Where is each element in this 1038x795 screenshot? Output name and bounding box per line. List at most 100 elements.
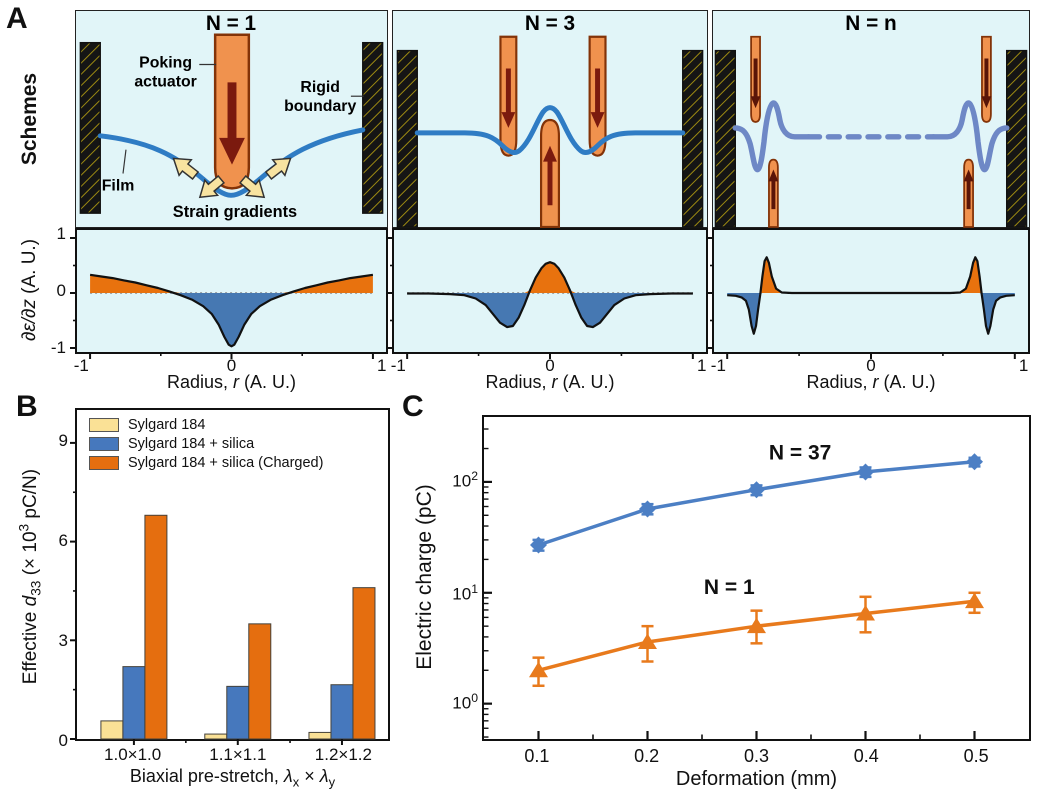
b-ytick-0: 0	[58, 731, 68, 750]
poking-label-1: Poking	[139, 54, 192, 71]
a-ytick-1: 1	[56, 224, 66, 243]
actuator-force-down-arrow	[219, 82, 245, 165]
c-xtick-labels: 0.1 0.2 0.3 0.4 0.5	[482, 746, 1031, 766]
diamond-marker	[530, 536, 547, 554]
strain-arrow-down-right	[238, 174, 266, 199]
strain-plot-nn-svg	[707, 237, 1016, 359]
series-annotation: N = 1	[704, 576, 755, 599]
panel-c-letter: C	[402, 390, 424, 423]
rigid-boundary-left	[79, 41, 101, 214]
strain-arrow-up-right	[264, 157, 292, 181]
rigid-boundary-right	[362, 41, 384, 214]
bar-sylgard-184-silica-charged-	[352, 587, 376, 740]
b-x-axis-title: Biaxial pre-stretch, λx × λy	[129, 766, 336, 790]
scheme-n3-title: N = 3	[525, 12, 575, 35]
bar-chart-box: Sylgard 184 Sylgard 184 + silica Sylgard…	[70, 408, 390, 745]
bar-sylgard-184-silica-charged-	[248, 623, 272, 740]
negative-strain-area	[407, 293, 693, 328]
c-xtick-2: 0.2	[634, 746, 660, 766]
xtick: -1	[710, 356, 726, 375]
xtick: 1	[696, 356, 707, 375]
negative-strain-area	[727, 293, 1015, 334]
legend-label-charged: Sylgard 184 + silica (Charged)	[128, 454, 324, 471]
b-ytick-9: 9	[58, 431, 68, 450]
c-ytick-10: 101	[452, 582, 478, 604]
up-arrow-center	[543, 145, 557, 206]
scheme-n3: N = 3	[392, 10, 708, 229]
xtick: 0	[545, 356, 555, 375]
down-arrow-right	[981, 58, 992, 109]
negative-strain-area	[90, 293, 373, 347]
bar-sylgard-184	[308, 731, 332, 740]
film-label: Film	[102, 177, 135, 194]
scheme-nn-title: N = n	[845, 12, 896, 35]
strain-curve	[89, 273, 374, 348]
c-xtick-5: 0.5	[963, 746, 989, 766]
rigid-boundary-right	[1006, 49, 1028, 228]
film-curve	[732, 100, 1010, 173]
b-y-axis-title: Effective d33 (× 103 pC/N)	[16, 468, 44, 685]
rigid-label-1: Rigid	[300, 79, 340, 96]
triangle-marker	[529, 661, 548, 678]
rigid-label-2: boundary	[284, 98, 356, 115]
a-xticks-nn: -1 0 1	[710, 356, 1030, 376]
c-xtick-1: 0.1	[524, 746, 550, 766]
legend-label-silica: Sylgard 184 + silica	[128, 435, 255, 452]
xtick: 1	[1018, 356, 1029, 375]
b-category-labels: 1.0×1.0 1.1×1.1 1.2×1.2	[75, 745, 390, 765]
rigid-boundary-right	[682, 49, 704, 228]
scheme-n1-title: N = 1	[206, 12, 256, 35]
a-ytick-m1: -1	[50, 338, 66, 357]
b-cat-3: 1.2×1.2	[314, 745, 372, 764]
c-xtick-4: 0.4	[853, 746, 879, 766]
film-pointer-line	[122, 149, 127, 174]
scheme-n1-drawing: N = 1 Poking actuator Rigid boundary Fil…	[79, 12, 384, 221]
bar-sylgard-184-silica	[122, 666, 146, 740]
panel-a-letter: A	[6, 2, 28, 35]
rigid-boundary-left	[714, 49, 736, 228]
scheme-n1: N = 1 Poking actuator Rigid boundary Fil…	[75, 10, 388, 228]
bar-sylgard-184	[100, 720, 124, 740]
film-curve	[97, 127, 366, 198]
a-ytick-0: 0	[56, 281, 66, 300]
xtick: 0	[226, 356, 237, 375]
scheme-nn: N = n	[712, 10, 1030, 228]
strain-arrow-up-left	[172, 157, 200, 181]
series-annotation: N = 37	[769, 441, 831, 464]
strain-curve	[407, 261, 693, 329]
b-cat-2: 1.1×1.1	[209, 745, 267, 764]
legend-row-silica: Sylgard 184 + silica	[89, 434, 323, 453]
b-cat-1: 1.0×1.0	[104, 745, 162, 764]
b-ytick-6: 6	[58, 531, 68, 550]
film-left	[732, 100, 812, 173]
down-arrow-left	[750, 58, 761, 109]
legend-swatch-silica	[89, 436, 119, 451]
poking-label-2: actuator	[134, 73, 197, 90]
scheme-n3-drawing: N = 3	[396, 12, 704, 229]
positive-strain-area	[727, 257, 1015, 293]
c-y-axis-title: Electric charge (pC)	[413, 484, 436, 670]
schemes-row-label: Schemes	[18, 72, 41, 166]
a-y-axis-title: ∂ε/∂z (A. U.)	[19, 238, 40, 342]
panel-b-letter: B	[16, 390, 38, 423]
strain-plot-n1-svg	[70, 237, 374, 359]
strain-plot-n3-svg	[387, 237, 694, 359]
xtick: 0	[866, 356, 876, 375]
triangle-marker	[856, 605, 875, 621]
triangle-marker	[747, 617, 766, 634]
a-x-axis-title-3: Radius, r (A. U.)	[806, 372, 936, 392]
xtick: -1	[390, 356, 406, 375]
a-x-axis-title-1: Radius, r (A. U.)	[166, 372, 297, 392]
line-chart-box: N = 37 N = 1	[482, 415, 1031, 741]
diamond-marker	[966, 453, 983, 471]
c-xtick-3: 0.3	[743, 746, 770, 766]
legend-label-sylgard: Sylgard 184	[128, 416, 206, 433]
a-x-axis-title-2: Radius, r (A. U.)	[485, 372, 615, 392]
bar-sylgard-184-silica-charged-	[144, 514, 168, 740]
bar-chart-svg	[70, 441, 376, 745]
up-arrow-right	[963, 169, 974, 210]
scheme-nn-drawing: N = n	[714, 12, 1028, 228]
diamond-marker	[639, 500, 656, 518]
strain-gradient-arrows	[172, 157, 292, 199]
